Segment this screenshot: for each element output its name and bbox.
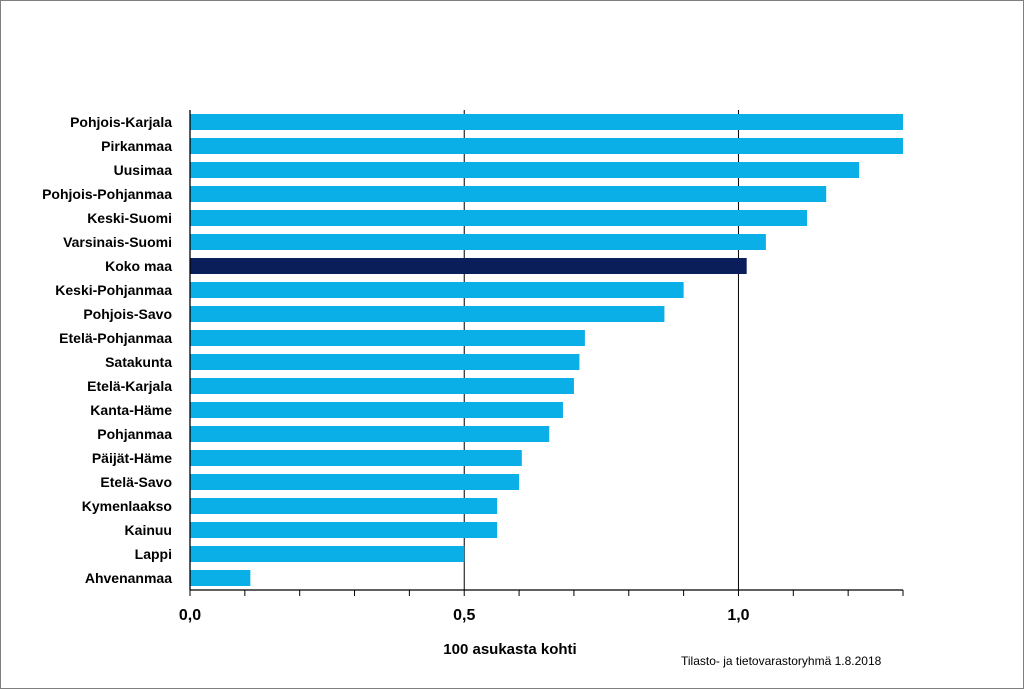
bar-2 bbox=[190, 162, 860, 178]
category-label-9: Etelä-Pohjanmaa bbox=[59, 330, 172, 346]
category-label-12: Kanta-Häme bbox=[90, 402, 172, 418]
category-label-7: Keski-Pohjanmaa bbox=[55, 282, 172, 298]
bar-11 bbox=[190, 378, 574, 394]
bar-8 bbox=[190, 306, 665, 322]
axes bbox=[189, 110, 904, 596]
bar-17 bbox=[190, 522, 498, 538]
category-label-17: Kainuu bbox=[125, 522, 172, 538]
x-tick-labels: 0,0 0,5 1,0 bbox=[179, 607, 750, 624]
category-label-13: Pohjanmaa bbox=[97, 426, 172, 442]
bar-15 bbox=[190, 474, 520, 490]
bar-3 bbox=[190, 186, 827, 202]
category-label-3: Pohjois-Pohjanmaa bbox=[42, 186, 172, 202]
x-axis-title: 100 asukasta kohti bbox=[443, 641, 576, 658]
category-label-16: Kymenlaakso bbox=[82, 498, 172, 514]
category-label-14: Päijät-Häme bbox=[92, 450, 172, 466]
bar-16 bbox=[190, 498, 498, 514]
x-tick-label-0: 0,0 bbox=[179, 607, 201, 624]
bar-12 bbox=[190, 402, 563, 418]
bar-6 bbox=[190, 258, 747, 274]
bar-13 bbox=[190, 426, 550, 442]
bar-1 bbox=[190, 138, 903, 154]
bar-18 bbox=[190, 546, 465, 562]
category-label-2: Uusimaa bbox=[114, 162, 173, 178]
category-label-4: Keski-Suomi bbox=[87, 210, 172, 226]
bars bbox=[190, 114, 903, 586]
category-label-10: Satakunta bbox=[105, 354, 172, 370]
category-label-8: Pohjois-Savo bbox=[83, 306, 172, 322]
x-tick-label-1: 0,5 bbox=[453, 607, 475, 624]
source-note: Tilasto- ja tietovarastoryhmä 1.8.2018 bbox=[681, 654, 882, 668]
x-tick-label-2: 1,0 bbox=[727, 607, 749, 624]
bar-0 bbox=[190, 114, 903, 130]
category-label-6: Koko maa bbox=[105, 258, 172, 274]
bar-19 bbox=[190, 570, 251, 586]
bar-4 bbox=[190, 210, 808, 226]
category-label-5: Varsinais-Suomi bbox=[63, 234, 172, 250]
bar-9 bbox=[190, 330, 585, 346]
category-labels: Pohjois-Karjala Pirkanmaa Uusimaa Pohjois-P… bbox=[42, 114, 172, 586]
category-label-1: Pirkanmaa bbox=[101, 138, 172, 154]
category-label-0: Pohjois-Karjala bbox=[70, 114, 172, 130]
category-label-18: Lappi bbox=[135, 546, 172, 562]
bar-10 bbox=[190, 354, 580, 370]
bar-14 bbox=[190, 450, 522, 466]
category-label-11: Etelä-Karjala bbox=[87, 378, 172, 394]
category-label-15: Etelä-Savo bbox=[100, 474, 172, 490]
gridlines bbox=[463, 110, 739, 590]
category-label-19: Ahvenanmaa bbox=[85, 570, 172, 586]
bar-5 bbox=[190, 234, 766, 250]
bar-7 bbox=[190, 282, 684, 298]
